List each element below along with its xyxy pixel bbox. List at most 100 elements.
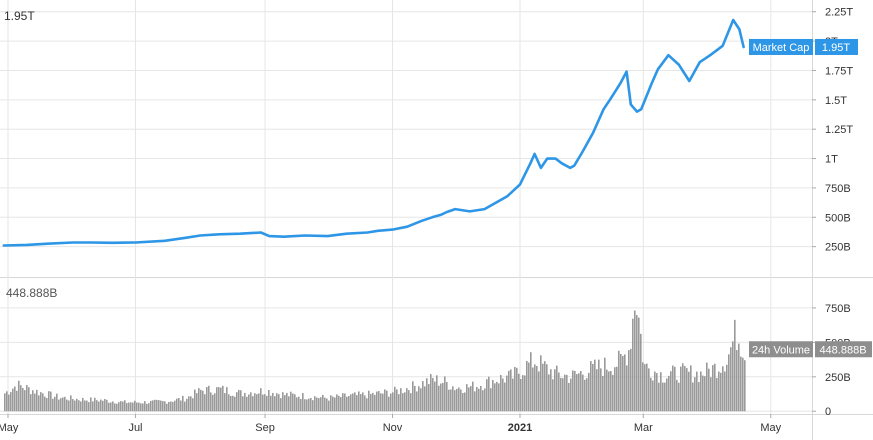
volume-bar bbox=[682, 363, 684, 412]
volume-bar bbox=[128, 402, 130, 412]
volume-bar bbox=[206, 387, 208, 412]
volume-bar bbox=[618, 350, 620, 412]
volume-badge: 24h Volume 448.888B bbox=[749, 341, 872, 358]
volume-bar bbox=[242, 396, 244, 412]
volume-bar bbox=[592, 363, 594, 412]
volume-bar bbox=[632, 318, 634, 412]
volume-bar bbox=[92, 401, 94, 412]
volume-bar bbox=[362, 392, 364, 412]
volume-bar bbox=[96, 400, 98, 412]
volume-bar bbox=[32, 390, 34, 412]
volume-bar bbox=[670, 371, 672, 412]
market-cap-badge-value: 1.95T bbox=[822, 42, 850, 54]
volume-bar bbox=[70, 395, 72, 412]
volume-bar bbox=[694, 377, 696, 412]
volume-bar bbox=[648, 368, 650, 412]
y-tick-label-market-cap: 1.5T bbox=[825, 95, 847, 107]
volume-bar bbox=[48, 391, 50, 412]
volume-bar bbox=[236, 392, 238, 412]
volume-bar bbox=[728, 354, 730, 412]
volume-bar bbox=[18, 380, 20, 412]
volume-bar bbox=[56, 393, 58, 412]
volume-bar bbox=[640, 333, 642, 412]
volume-bar bbox=[26, 385, 28, 412]
volume-bar bbox=[136, 402, 138, 412]
volume-bar bbox=[66, 399, 68, 412]
volume-bar bbox=[586, 378, 588, 412]
volume-bar bbox=[174, 400, 176, 412]
y-tick-label-volume: 250B bbox=[825, 372, 851, 384]
volume-bar bbox=[112, 401, 114, 412]
volume-bar bbox=[628, 350, 630, 412]
volume-bar bbox=[740, 356, 742, 412]
volume-bars bbox=[4, 310, 746, 412]
volume-bar bbox=[78, 400, 80, 412]
volume-bar bbox=[440, 383, 442, 412]
volume-bar bbox=[426, 378, 428, 412]
volume-bar bbox=[176, 398, 178, 412]
volume-bar bbox=[184, 401, 186, 412]
volume-bar bbox=[272, 393, 274, 412]
x-tick-label: May bbox=[0, 422, 19, 434]
volume-bar bbox=[322, 394, 324, 412]
volume-bar bbox=[536, 365, 538, 412]
volume-bar bbox=[364, 395, 366, 412]
volume-bar bbox=[404, 392, 406, 412]
volume-bar bbox=[384, 389, 386, 412]
volume-bar bbox=[342, 393, 344, 412]
volume-bar bbox=[568, 382, 570, 412]
volume-bar bbox=[430, 374, 432, 412]
volume-readout: 448.888B bbox=[6, 286, 57, 300]
volume-bar bbox=[690, 365, 692, 412]
volume-bar bbox=[642, 362, 644, 412]
volume-bar bbox=[84, 400, 86, 412]
volume-bar bbox=[498, 383, 500, 412]
volume-bar bbox=[344, 393, 346, 412]
volume-bar bbox=[668, 375, 670, 412]
volume-bar bbox=[456, 388, 458, 412]
volume-bar bbox=[284, 395, 286, 412]
volume-bar bbox=[624, 354, 626, 412]
y-tick-label-volume: 0 bbox=[825, 406, 831, 418]
volume-bar bbox=[564, 374, 566, 412]
volume-bar bbox=[460, 389, 462, 412]
volume-bar bbox=[726, 364, 728, 412]
volume-bar bbox=[500, 374, 502, 412]
volume-bar bbox=[402, 393, 404, 412]
volume-bar bbox=[462, 392, 464, 412]
volume-bar bbox=[446, 381, 448, 412]
volume-bar bbox=[298, 396, 300, 412]
volume-bar bbox=[188, 396, 190, 412]
volume-bar bbox=[324, 397, 326, 412]
volume-bar bbox=[144, 401, 146, 412]
volume-bar bbox=[550, 369, 552, 412]
volume-bar bbox=[386, 390, 388, 412]
volume-bar bbox=[178, 398, 180, 412]
volume-bar bbox=[10, 392, 12, 412]
x-tick-label: Sep bbox=[255, 422, 275, 434]
volume-bar bbox=[378, 391, 380, 412]
volume-bar bbox=[474, 391, 476, 412]
volume-bar bbox=[738, 343, 740, 412]
volume-bar bbox=[126, 403, 128, 412]
volume-bar bbox=[412, 381, 414, 412]
volume-bar bbox=[120, 401, 122, 412]
volume-bar bbox=[210, 392, 212, 412]
volume-bar bbox=[562, 378, 564, 412]
volume-bar bbox=[722, 366, 724, 412]
volume-bar bbox=[706, 362, 708, 412]
volume-bar bbox=[310, 398, 312, 412]
volume-bar bbox=[82, 397, 84, 412]
volume-bar bbox=[588, 372, 590, 412]
volume-bar bbox=[24, 390, 26, 412]
volume-bar bbox=[234, 396, 236, 412]
volume-bar bbox=[424, 386, 426, 412]
volume-bar bbox=[326, 398, 328, 412]
volume-bar bbox=[152, 400, 154, 412]
volume-bar bbox=[28, 387, 30, 412]
market-cap-badge: Market Cap 1.95T bbox=[749, 38, 858, 55]
volume-bar bbox=[268, 389, 270, 412]
volume-bar bbox=[330, 395, 332, 412]
